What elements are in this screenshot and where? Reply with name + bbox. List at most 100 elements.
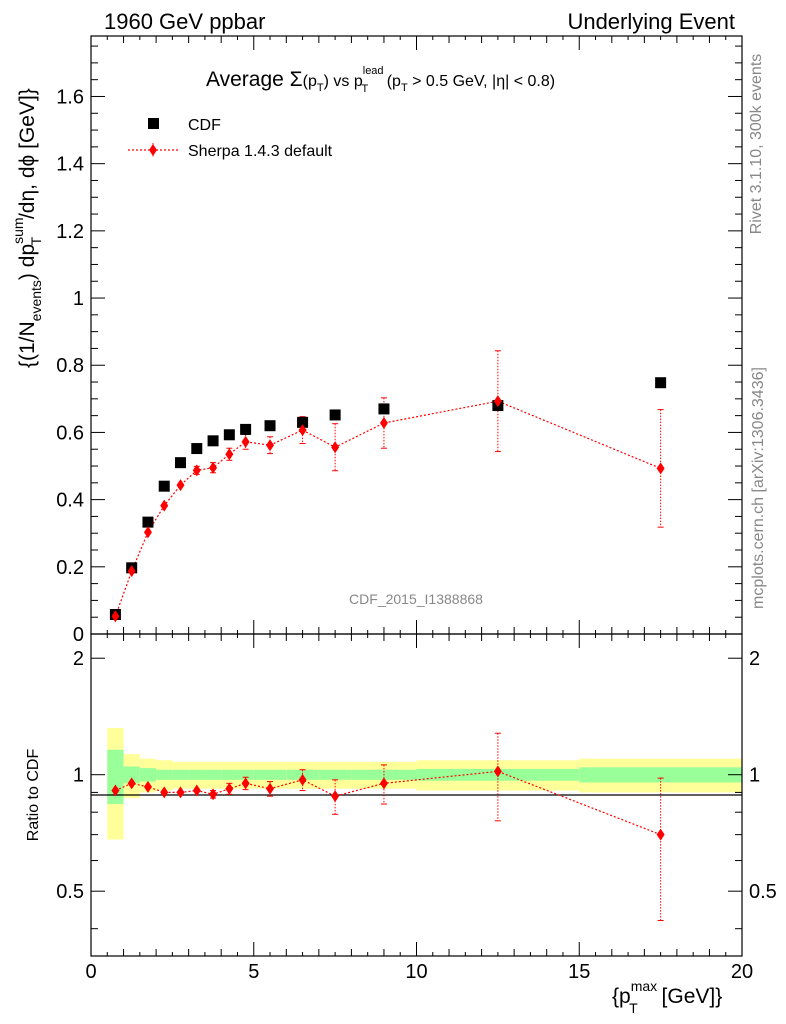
ratio-point-6 [209, 788, 218, 801]
xtick-label-1: 5 [248, 961, 259, 983]
band-inner-8 [237, 769, 254, 780]
watermark: CDF_2015_I1388868 [349, 591, 483, 607]
title-sigma: Σ [290, 68, 303, 91]
title-sigma-arg: (p [303, 73, 317, 90]
ratio-line [115, 770, 661, 836]
band-inner-11 [318, 769, 352, 780]
band-inner-2 [139, 768, 157, 782]
cdf-point-9 [264, 420, 276, 432]
sherpa-error-bars [193, 350, 664, 528]
ratio-panel-frame [90, 633, 743, 957]
ratio-point-9 [266, 782, 275, 795]
main-ytick-label-3: 0.6 [56, 422, 84, 444]
main-axis-ticks: 0 0.2 0.4 0.6 0.8 1 1.2 1.4 1.6 [56, 36, 743, 646]
title-sigma-arg-close: ) [324, 73, 329, 90]
title-prefix: Average [206, 68, 290, 91]
sherpa-point-11 [331, 441, 340, 454]
ylabel-c: /dη, dϕ [GeV]} [16, 88, 39, 225]
band-inner-0 [107, 749, 124, 805]
title-cond-sub: T [401, 82, 408, 94]
header-right: Underlying Event [567, 9, 735, 34]
ylabel-b: ) dp [16, 244, 39, 280]
main-ytick-label-0: 0 [73, 624, 84, 646]
cdf-point-14 [655, 377, 667, 389]
sherpa-line [114, 400, 661, 617]
ratio-point-3 [160, 786, 169, 799]
cdf-point-12 [378, 403, 390, 415]
band-inner-4 [172, 769, 189, 780]
xtick-label-0: 0 [85, 961, 96, 983]
sherpa-point-4 [176, 479, 185, 492]
ratio-point-11 [331, 790, 340, 803]
cdf-point-4 [175, 457, 187, 469]
legend-cdf-label: CDF [188, 117, 221, 134]
ratio-ytick-label-left-2: 2 [73, 648, 84, 670]
title-vs: vs p [329, 73, 363, 90]
xlabel-b: [GeV]} [656, 985, 723, 1008]
cdf-point-3 [158, 480, 170, 492]
sherpa-point-5 [192, 464, 201, 477]
sherpa-point-6 [209, 461, 218, 474]
xtick-label-4: 20 [731, 961, 753, 983]
ylabel-a-sub: events [28, 280, 44, 321]
title-sigma-arg-sub: T [317, 82, 324, 94]
xlabel-a-sup: max [631, 978, 657, 994]
sherpa-point-12 [379, 417, 388, 430]
xlabel: {pmax T [GeV]} [612, 978, 722, 1016]
title-p-sup: lead [363, 65, 384, 77]
sherpa-point-10 [298, 424, 307, 437]
main-ytick-label-2: 0.4 [56, 490, 84, 512]
ylabel-b-sub: T [28, 236, 44, 245]
xlabel-a: {p [612, 985, 631, 1008]
cdf-point-5 [191, 443, 203, 455]
band-inner-14 [579, 767, 742, 783]
cdf-point-6 [207, 435, 219, 447]
legend-sherpa-label: Sherpa 1.4.3 default [188, 143, 333, 160]
xlabel-a-sub: T [629, 1000, 638, 1016]
xtick-label-2: 10 [405, 961, 427, 983]
ratio-ylabel: Ratio to CDF [25, 749, 42, 842]
main-ytick-label-4: 0.8 [56, 355, 84, 377]
ratio-ytick-label-right-1: 1 [749, 765, 760, 787]
main-ytick-label-8: 1.6 [56, 86, 84, 108]
chart-title: Average Σ(pT) vs plead T (pT > 0.5 GeV, |… [206, 65, 555, 95]
ratio-point-1 [127, 777, 136, 790]
band-inner-3 [156, 769, 173, 780]
title-cond-open: (p [382, 73, 401, 90]
ratio-connecting-line [115, 770, 661, 836]
main-ytick-label-1: 0.2 [56, 557, 84, 579]
sherpa-point-0 [111, 610, 120, 623]
mcplots-label: mcplots.cern.ch [arXiv:1306.3436] [750, 367, 767, 609]
ratio-ytick-label-right-0: 0.5 [749, 881, 777, 903]
ratio-uncertainty-bands [107, 728, 742, 840]
sherpa-point-7 [225, 448, 234, 461]
sherpa-connecting-line [114, 400, 661, 617]
cdf-points [109, 377, 667, 621]
legend-sherpa-marker [149, 144, 157, 156]
ratio-point-7 [225, 782, 234, 795]
ratio-point-13 [493, 765, 502, 778]
header-left: 1960 GeV ppbar [104, 9, 265, 34]
ratio-axis-ticks: 0.5 0.51 12 20 5 10 15 20 [56, 634, 777, 983]
sherpa-point-1 [127, 565, 136, 578]
title-p-sub: T [362, 83, 369, 95]
main-ytick-label-5: 1 [73, 288, 84, 310]
ratio-point-4 [176, 786, 185, 799]
sherpa-points [111, 395, 665, 623]
cdf-point-7 [223, 429, 235, 441]
ratio-ytick-label-right-2: 2 [749, 648, 760, 670]
ratio-point-8 [241, 777, 250, 790]
ylabel-b-sup: sum [10, 217, 26, 243]
sherpa-point-14 [656, 462, 665, 475]
sherpa-point-9 [266, 439, 275, 452]
ratio-point-14 [656, 828, 665, 841]
ylabel-a: {(1/N [16, 321, 39, 368]
cdf-point-8 [240, 423, 252, 435]
ratio-point-5 [192, 784, 201, 797]
main-ylabel: {(1/Nevents) dpsum T /dη, dϕ [GeV]} [10, 88, 44, 368]
cdf-point-2 [142, 516, 154, 528]
cdf-point-11 [329, 409, 341, 421]
rivet-label: Rivet 3.1.10, 300k events [748, 54, 765, 235]
